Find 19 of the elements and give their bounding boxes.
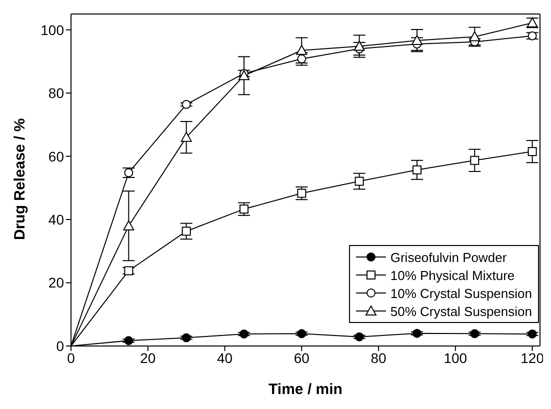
legend-label: 10% Physical Mixture [390, 268, 515, 282]
x-axis-title: Time / min [268, 381, 342, 398]
x-tick-label: 60 [294, 350, 310, 366]
legend-label: 10% Crystal Suspension [390, 286, 532, 300]
x-tick-label: 100 [444, 350, 468, 366]
y-tick-label: 80 [48, 85, 64, 102]
x-tick-label: 80 [370, 350, 387, 366]
x-tick-label: 20 [140, 350, 156, 366]
y-tick-label: 40 [48, 211, 64, 228]
x-tick-label: 120 [520, 350, 544, 366]
y-tick-label: 100 [40, 22, 64, 38]
y-tick-label: 60 [48, 148, 64, 164]
legend-label: 50% Crystal Suspension [390, 304, 532, 318]
x-tick-label: 0 [67, 350, 76, 366]
y-tick-label: 0 [56, 338, 64, 354]
legend-label: Griseofulvin Powder [390, 250, 507, 264]
x-tick-label: 40 [216, 350, 233, 366]
y-tick-label: 20 [48, 274, 64, 291]
y-axis-title: Drug Release / % [11, 118, 28, 240]
